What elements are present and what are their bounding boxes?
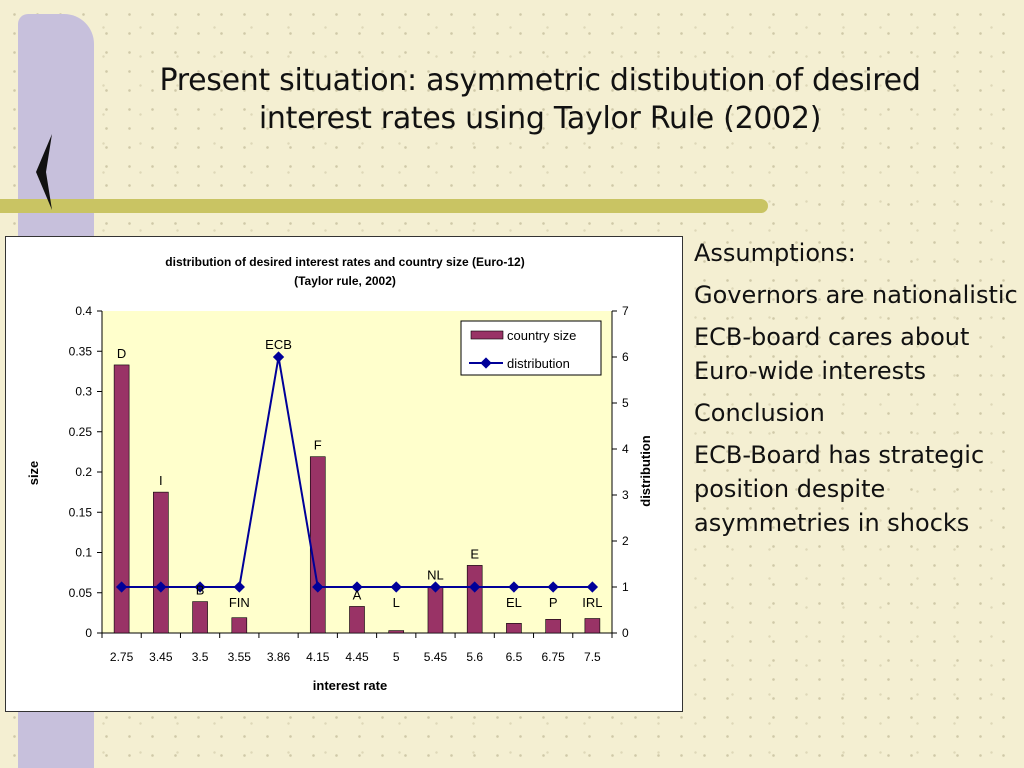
- y2-tick-label: 0: [622, 626, 629, 640]
- chart-frame: distribution of desired interest rates a…: [5, 236, 683, 712]
- data-label-country: EL: [506, 595, 522, 610]
- legend-bar-swatch: [470, 330, 504, 340]
- x-tick-label: 6.75: [541, 650, 565, 664]
- y2-tick-label: 5: [622, 396, 629, 410]
- data-label-country: B: [196, 583, 205, 598]
- bullet-assumptions-heading: Assumptions:: [694, 239, 856, 267]
- chart-svg: distribution of desired interest rates a…: [26, 255, 653, 693]
- bar-country-size: [427, 586, 444, 634]
- x-tick-label: 5: [393, 650, 400, 664]
- x-tick-label: 4.15: [306, 650, 330, 664]
- line-distribution-marker: [508, 581, 520, 593]
- line-distribution-marker: [233, 581, 245, 593]
- x-tick-label: 2.75: [110, 650, 134, 664]
- y2-tick-label: 4: [622, 442, 629, 456]
- legend-label-country-size: country size: [507, 328, 576, 343]
- x-tick-label: 7.5: [584, 650, 601, 664]
- bar-country-size: [153, 491, 169, 634]
- x-axis-label: interest rate: [313, 678, 387, 693]
- data-label-country: ECB: [265, 337, 292, 352]
- bar-country-size: [545, 619, 561, 634]
- x-tick-label: 3.5: [192, 650, 209, 664]
- y-axis-label: size: [26, 461, 41, 486]
- bar-country-size: [349, 606, 365, 634]
- bar-country-size: [113, 364, 130, 634]
- bar-country-size: [231, 617, 248, 634]
- bar-country-size: [192, 601, 208, 634]
- line-distribution-marker: [351, 581, 363, 593]
- y-tick-label: 0.1: [75, 546, 92, 560]
- x-tick-label: 3.55: [228, 650, 252, 664]
- y-tick-label: 0.4: [75, 304, 92, 318]
- y-tick-label: 0.25: [69, 425, 93, 439]
- bullet-conclusion-heading: Conclusion: [694, 399, 825, 427]
- legend-label-distribution: distribution: [507, 356, 570, 371]
- y-tick-label: 0.2: [75, 465, 92, 479]
- data-label-country: F: [314, 438, 322, 453]
- bullet-governors: Governors are nationalistic: [694, 281, 1018, 309]
- data-label-country: FIN: [229, 595, 250, 610]
- y2-tick-label: 7: [622, 304, 629, 318]
- line-distribution-marker: [429, 581, 442, 593]
- data-label-country: L: [393, 595, 400, 610]
- data-label-country: D: [117, 346, 126, 361]
- slide-title-line-1: Present situation: asymmetric distibutio…: [159, 63, 921, 98]
- line-distribution-marker: [312, 581, 324, 593]
- line-distribution-marker: [469, 581, 481, 593]
- y-tick-label: 0.05: [69, 586, 93, 600]
- x-tick-label: 5.6: [466, 650, 483, 664]
- chart-legend: country size distribution: [460, 320, 602, 376]
- x-tick-label: 5.45: [424, 650, 448, 664]
- y-tick-label: 0.3: [75, 385, 92, 399]
- bracket-ornament-icon: [36, 134, 52, 210]
- data-label-country: I: [159, 473, 163, 488]
- bar-country-size: [309, 456, 326, 634]
- slide-title-line-2: interest rates using Taylor Rule (2002): [258, 101, 822, 136]
- line-distribution-marker: [547, 581, 559, 593]
- line-distribution-marker: [586, 581, 599, 593]
- bar-country-size: [466, 565, 483, 634]
- y2-tick-label: 1: [622, 580, 629, 594]
- chart-title-line-1: distribution of desired interest rates a…: [165, 255, 524, 269]
- y2-axis-label: distribution: [638, 435, 653, 507]
- x-tick-label: 3.45: [149, 650, 173, 664]
- x-tick-label: 4.45: [345, 650, 369, 664]
- bar-country-size: [584, 618, 601, 634]
- x-tick-label: 6.5: [506, 650, 523, 664]
- x-tick-label: 3.86: [267, 650, 291, 664]
- bullet-list: Assumptions: Governors are nationalistic…: [694, 236, 1024, 548]
- data-label-country: A: [353, 587, 362, 602]
- y-tick-label: 0.35: [69, 344, 93, 358]
- data-label-country: P: [549, 595, 558, 610]
- decorative-title-underline: [0, 199, 768, 213]
- data-label-country: NL: [427, 567, 444, 582]
- y2-tick-label: 2: [622, 534, 629, 548]
- line-distribution-marker: [194, 581, 206, 593]
- bullet-ecb-board-strategic: ECB-Board has strategic position despite…: [694, 441, 985, 537]
- data-label-country: E: [470, 546, 479, 561]
- bar-country-size: [388, 630, 405, 634]
- slide-title: Present situation: asymmetric distibutio…: [105, 62, 975, 138]
- bar-country-size: [506, 623, 522, 634]
- y-tick-label: 0: [85, 626, 92, 640]
- bullet-ecb-board-cares: ECB-board cares about Euro-wide interest…: [694, 323, 970, 385]
- data-label-country: IRL: [582, 595, 602, 610]
- line-distribution-marker: [390, 581, 402, 593]
- chart-title-line-2: (Taylor rule, 2002): [294, 274, 396, 288]
- y2-tick-label: 6: [622, 350, 629, 364]
- line-distribution-marker: [155, 581, 167, 593]
- y-tick-label: 0.15: [69, 505, 93, 519]
- y2-tick-label: 3: [622, 488, 629, 502]
